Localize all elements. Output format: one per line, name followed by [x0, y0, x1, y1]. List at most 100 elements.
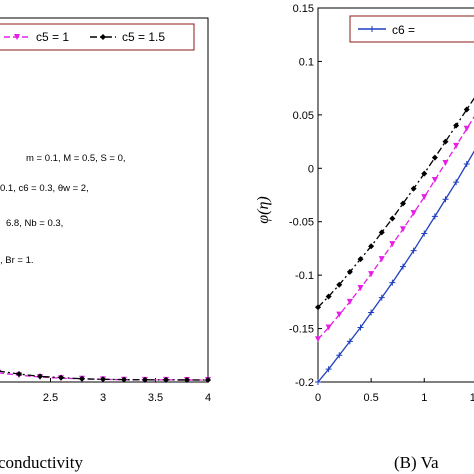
right-series-line — [317, 97, 474, 308]
right-y-tick-label: 0 — [308, 163, 314, 175]
right-series-point — [453, 122, 460, 129]
right-series-point — [357, 256, 364, 263]
left-series-point — [79, 375, 85, 382]
left-x-tick-label: 3 — [100, 392, 106, 404]
right-caption: (B) Va — [394, 453, 439, 472]
right-y-ticks: 0.15 0.1 0.05 0 -0.05 -0.1 -0.15 -0.2 — [289, 3, 322, 389]
left-series-point — [16, 371, 22, 377]
right-series-point — [378, 294, 385, 301]
right-series-point — [325, 366, 332, 373]
right-series-point — [378, 229, 385, 236]
right-series-point — [421, 194, 428, 201]
right-x-tick-label: 0 — [315, 392, 321, 404]
right-series-line — [317, 150, 474, 383]
right-series-point — [336, 281, 343, 288]
right-series-point — [325, 293, 332, 300]
left-x-ticks: 2.5 3 3.5 4 — [43, 378, 211, 404]
left-annotation: 6.8, Nb = 0.3, — [6, 218, 63, 229]
right-series-point — [346, 268, 353, 275]
left-panel: c5 = 1 c5 = 1.5 m = 0.1, M = 0.5, S = 0, 0… — [0, 17, 211, 472]
right-series-point — [368, 271, 375, 278]
right-series-point — [400, 226, 406, 233]
right-y-tick-label: 0.1 — [299, 56, 314, 68]
right-x-tick-label: 1.5 — [470, 392, 474, 404]
right-panel: c6 = 0.15 0.1 0.05 0 -0.05 -0.1 -0.15 -0.2 0 0.5… — [255, 3, 474, 472]
right-series-point — [410, 185, 417, 192]
right-series-point — [453, 179, 460, 186]
right-series-point — [442, 159, 449, 166]
right-series-point — [400, 263, 406, 270]
right-series-point — [315, 304, 321, 311]
left-series-point — [37, 373, 43, 380]
left-annotation: 0.1, c6 = 0.3, θw = 2, — [0, 183, 89, 194]
right-series-point — [400, 200, 406, 207]
right-series-point — [325, 324, 332, 331]
right-y-tick-label: -0.1 — [295, 270, 314, 282]
right-series-point — [368, 243, 375, 250]
right-series-point — [463, 125, 470, 132]
right-series-point — [463, 161, 470, 168]
right-series-point — [442, 196, 449, 203]
right-series-point — [357, 324, 364, 331]
right-series-point — [368, 309, 375, 316]
left-caption: conductivity — [0, 453, 83, 472]
right-series-point — [421, 170, 428, 177]
right-series-point — [336, 311, 343, 318]
left-series-point — [142, 376, 148, 383]
left-x-tick-label: 2.5 — [43, 392, 58, 404]
left-legend-marker — [14, 34, 20, 40]
right-series-point — [453, 142, 460, 149]
right-series-point — [431, 213, 438, 220]
right-series-point — [315, 336, 321, 343]
right-x-tick-label: 0.5 — [363, 392, 378, 404]
right-series-point — [315, 379, 321, 385]
right-legend-marker — [369, 26, 375, 32]
right-series-point — [410, 210, 417, 217]
right-series-line — [317, 115, 474, 340]
left-annotations: m = 0.1, M = 0.5, S = 0, 0.1, c6 = 0.3, θ… — [0, 153, 126, 266]
right-series-point — [357, 284, 364, 291]
left-legend-marker — [100, 34, 106, 40]
right-legend: c6 = — [358, 23, 415, 37]
right-series-point — [336, 352, 343, 359]
right-series-point — [410, 247, 417, 254]
right-y-tick-label: -0.05 — [289, 217, 314, 229]
left-series-point — [205, 377, 211, 383]
left-series-point — [0, 370, 1, 372]
right-series-point — [431, 177, 438, 184]
right-y-tick-label: -0.2 — [295, 377, 314, 389]
right-x-tick-label: 1 — [421, 392, 427, 404]
right-series-point — [389, 215, 396, 222]
left-annotation: , Br = 1. — [0, 255, 34, 266]
right-series-point — [421, 230, 428, 237]
right-series-point — [346, 338, 353, 345]
left-plot-frame — [0, 17, 209, 383]
right-y-tick-label: 0.15 — [293, 3, 314, 15]
left-annotation: m = 0.1, M = 0.5, S = 0, — [26, 153, 126, 164]
right-legend-label: c6 = — [392, 23, 415, 37]
left-legend: c5 = 1 c5 = 1.5 — [4, 30, 165, 44]
right-y-axis-label: φ(η) — [255, 196, 272, 223]
left-series — [0, 369, 211, 383]
right-series-point — [389, 279, 396, 286]
left-legend-label: c5 = 1 — [36, 30, 69, 44]
left-x-tick-label: 4 — [205, 392, 211, 404]
right-series-point — [463, 106, 470, 113]
right-legend-box — [349, 15, 474, 43]
right-series — [315, 97, 474, 385]
right-series-point — [378, 256, 385, 263]
left-x-tick-label: 3.5 — [148, 392, 163, 404]
left-legend-label: c5 = 1.5 — [122, 30, 165, 44]
left-series-point — [163, 376, 169, 383]
left-series-point — [121, 376, 127, 383]
left-series-point — [58, 374, 64, 381]
left-series-point — [100, 376, 106, 383]
right-y-tick-label: 0.05 — [293, 110, 314, 122]
right-plot-frame — [317, 7, 474, 383]
right-series-point — [346, 298, 353, 305]
right-series-point — [431, 154, 438, 161]
right-series-point — [442, 138, 449, 145]
right-y-tick-label: -0.15 — [289, 324, 314, 336]
right-series-point — [389, 241, 396, 248]
